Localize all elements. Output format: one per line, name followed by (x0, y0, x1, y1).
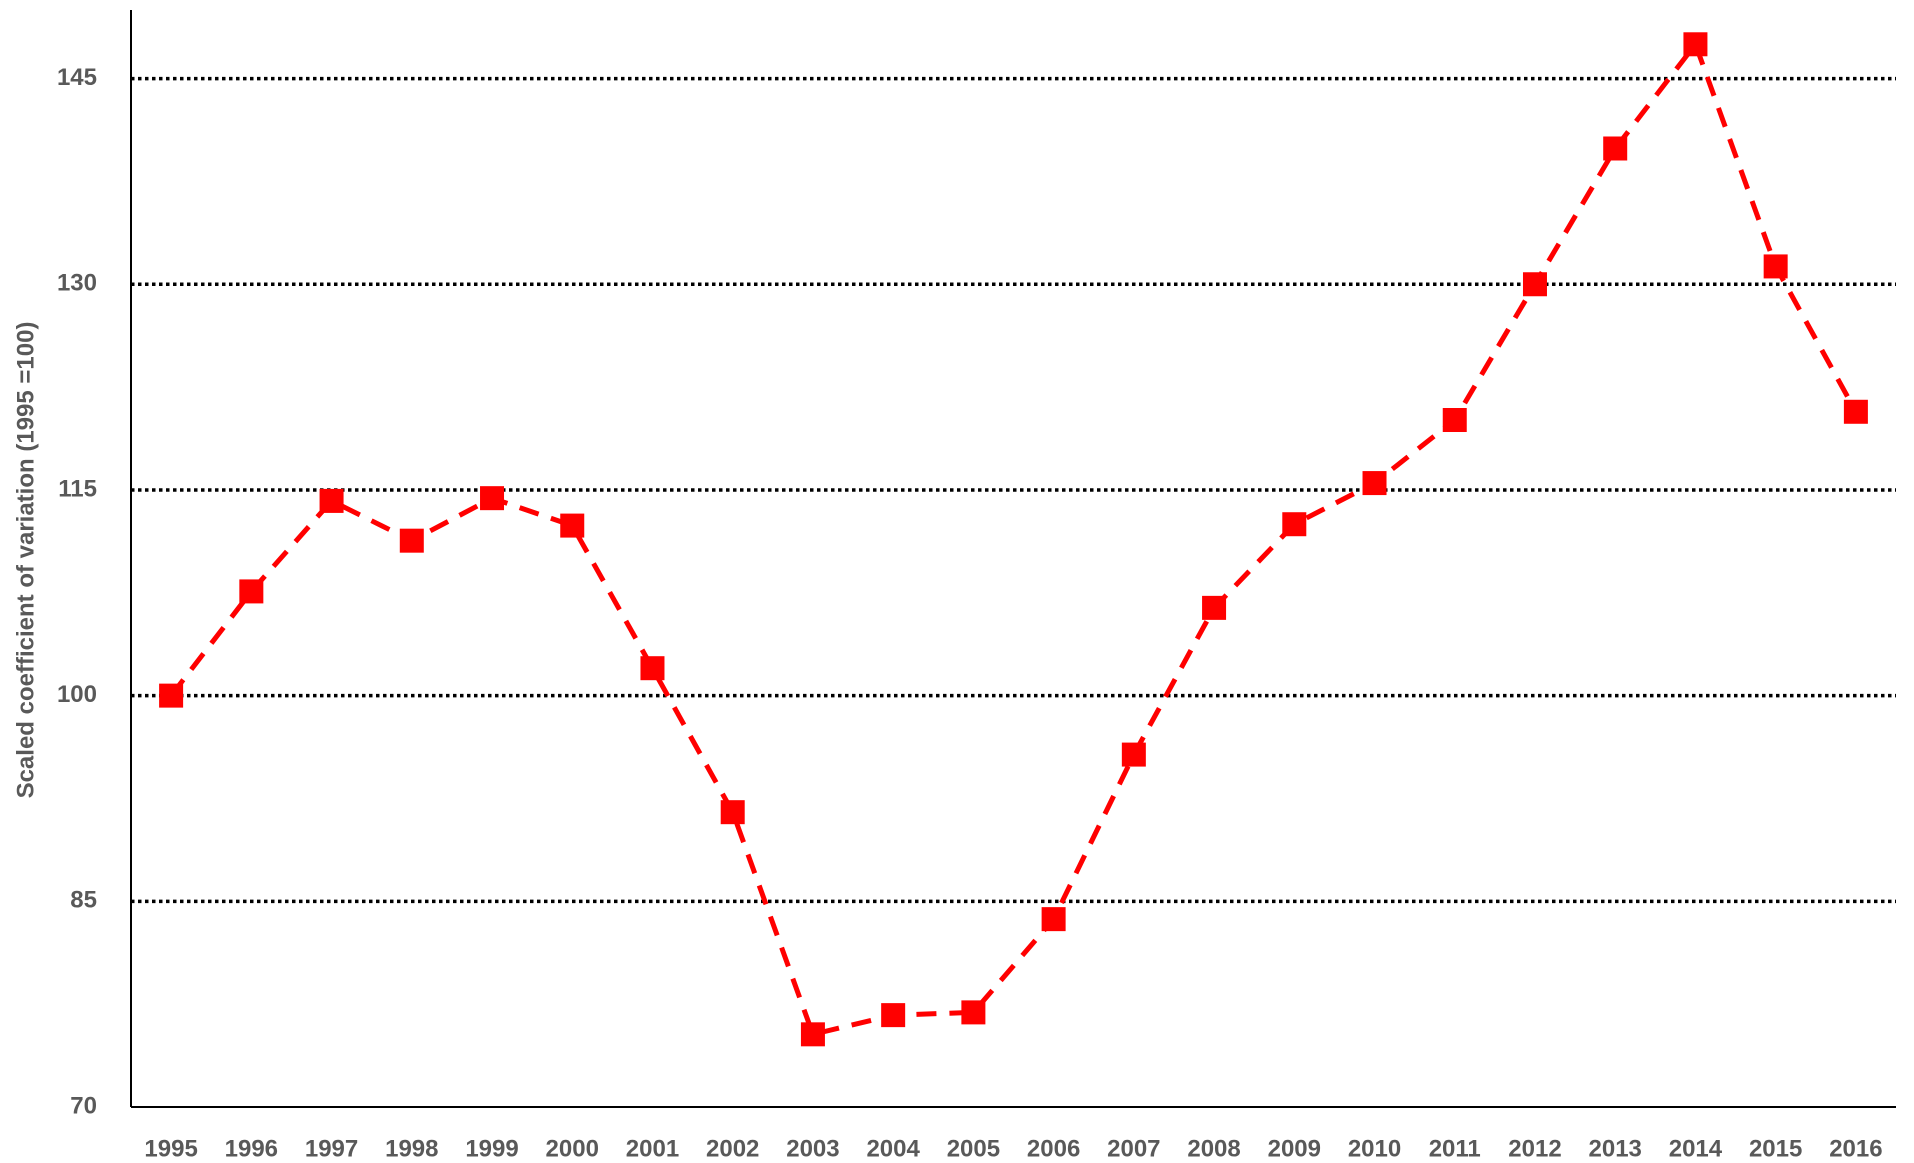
x-tick-label: 2011 (1429, 1135, 1481, 1162)
marker (881, 1003, 906, 1028)
marker (1202, 595, 1227, 620)
y-tick-label: 100 (57, 681, 97, 708)
marker (961, 1000, 986, 1025)
x-tick-label: 2016 (1829, 1135, 1882, 1162)
x-tick-label: 1997 (305, 1135, 358, 1162)
x-tick-label: 1996 (225, 1135, 278, 1162)
x-tick-label: 2002 (706, 1135, 759, 1162)
x-tick-label: 2010 (1348, 1135, 1401, 1162)
x-tick-label: 2001 (626, 1135, 679, 1162)
y-tick-label: 145 (57, 64, 97, 91)
y-axis-label: Scaled coefficient of variation (1995 =1… (12, 322, 39, 799)
y-tick-label: 130 (57, 270, 97, 297)
x-tick-label: 2005 (947, 1135, 1000, 1162)
x-tick-label: 2015 (1749, 1135, 1802, 1162)
marker (480, 486, 505, 511)
marker (800, 1022, 825, 1047)
x-tick-label: 2004 (866, 1135, 920, 1162)
y-tick-label: 70 (70, 1092, 97, 1119)
x-tick-label: 1999 (465, 1135, 518, 1162)
x-tick-label: 1995 (144, 1135, 197, 1162)
x-tick-label: 2007 (1107, 1135, 1160, 1162)
x-tick-label: 2013 (1589, 1135, 1642, 1162)
x-tick-label: 2003 (786, 1135, 839, 1162)
marker (319, 488, 344, 513)
x-tick-label: 1998 (385, 1135, 438, 1162)
marker (1282, 512, 1307, 537)
marker (1121, 742, 1146, 767)
marker (720, 800, 745, 825)
line (169, 39, 1859, 1038)
marker (1041, 907, 1066, 932)
marker (1763, 254, 1788, 279)
y-tick-label: 85 (70, 887, 97, 914)
x-tick-label: 2006 (1027, 1135, 1080, 1162)
x-tick-label: 2009 (1268, 1135, 1321, 1162)
x-tick-label: 2012 (1508, 1135, 1561, 1162)
marker (1603, 136, 1628, 161)
marker (640, 656, 665, 681)
marker (239, 579, 264, 604)
x-tick-label: 2008 (1187, 1135, 1240, 1162)
marker (1843, 399, 1868, 424)
marker (1683, 32, 1708, 57)
x-tick-label: 2000 (546, 1135, 599, 1162)
x-tick-label: 2014 (1669, 1135, 1723, 1162)
marker (1522, 272, 1547, 297)
marker (1442, 408, 1467, 433)
marker (159, 683, 184, 708)
y-tick-label: 115 (58, 475, 97, 502)
marker (560, 513, 585, 538)
marker (399, 528, 424, 553)
marker (1362, 471, 1387, 496)
